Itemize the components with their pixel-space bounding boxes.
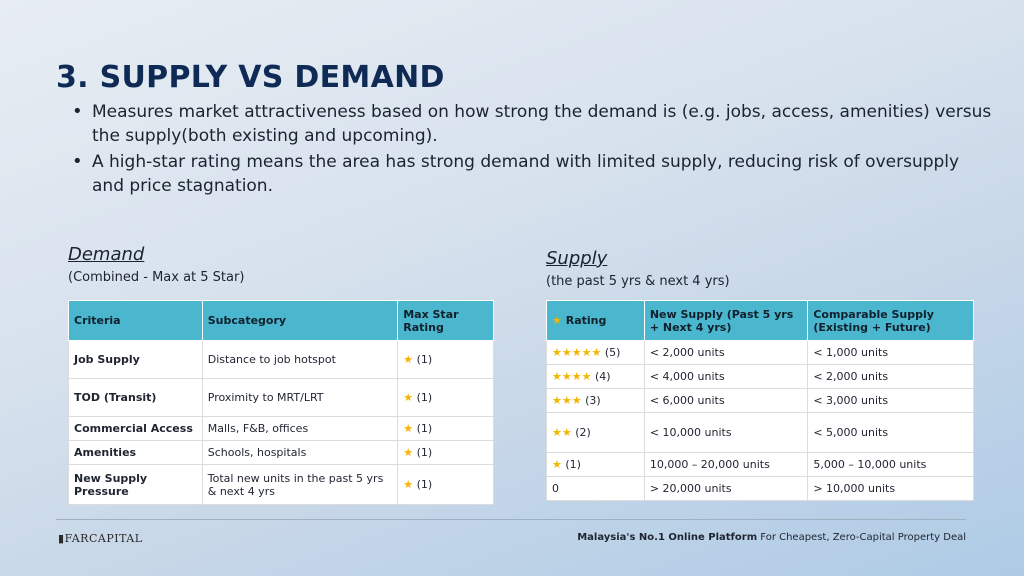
table-row: ★ (1) 10,000 – 20,000 units 5,000 – 10,0… <box>546 452 974 477</box>
criteria-cell: New Supply Pressure <box>68 464 203 505</box>
subcategory-cell: Proximity to MRT/LRT <box>201 378 399 417</box>
table-row: ★★★★ (4) < 4,000 units < 2,000 units <box>546 364 974 389</box>
header-rating: ★ Rating <box>546 300 645 341</box>
star-icon: ★ <box>403 478 414 491</box>
bullet-text: Measures market attractiveness based on … <box>92 102 992 146</box>
footer-divider <box>56 519 966 520</box>
bullet-dot: • <box>72 151 83 172</box>
table-header-row: Criteria Subcategory Max Star Rating <box>68 300 494 341</box>
header-criteria: Criteria <box>68 300 203 341</box>
star-icon: ★ <box>552 458 562 471</box>
table-header-row: ★ Rating New Supply (Past 5 yrs + Next 4… <box>546 300 974 341</box>
rating-value: (1) <box>416 478 433 491</box>
table-row: ★★ (2) < 10,000 units < 5,000 units <box>546 412 974 453</box>
supply-table: ★ Rating New Supply (Past 5 yrs + Next 4… <box>546 300 974 501</box>
star-icon: ★ <box>403 391 414 404</box>
table-row: Amenities Schools, hospitals ★ (1) <box>68 440 494 465</box>
table-row: Commercial Access Malls, F&B, offices ★ … <box>68 416 494 441</box>
bullet-item: • Measures market attractiveness based o… <box>72 100 992 148</box>
rating-cell: 0 <box>546 476 645 501</box>
new-supply-cell: < 2,000 units <box>643 340 809 365</box>
tagline-bold: Malaysia's No.1 Online Platform <box>577 532 758 543</box>
subcategory-cell: Malls, F&B, offices <box>201 416 399 441</box>
logo-text: FARCAPITAL <box>64 532 143 545</box>
rating-value: 0 <box>552 482 559 495</box>
demand-subtitle: (Combined - Max at 5 Star) <box>68 270 245 285</box>
star-icon: ★★★★ <box>552 370 592 383</box>
rating-cell: ★ (1) <box>397 378 494 417</box>
new-supply-cell: < 6,000 units <box>643 388 809 413</box>
rating-value: (2) <box>575 426 591 439</box>
star-icon: ★★ <box>552 426 572 439</box>
page-title: 3. SUPPLY VS DEMAND <box>56 60 445 95</box>
rating-cell: ★ (1) <box>546 452 645 477</box>
rating-cell: ★★★★ (4) <box>546 364 645 389</box>
star-icon: ★★★ <box>552 394 582 407</box>
tagline-rest: For Cheapest, Zero-Capital Property Deal <box>757 532 966 543</box>
rating-value: (1) <box>416 446 433 459</box>
demand-table: Criteria Subcategory Max Star Rating Job… <box>68 300 494 505</box>
supply-subtitle: (the past 5 yrs & next 4 yrs) <box>546 274 730 289</box>
criteria-cell: Amenities <box>68 440 203 465</box>
star-icon: ★ <box>403 422 414 435</box>
subcategory-cell: Schools, hospitals <box>201 440 399 465</box>
comparable-supply-cell: < 2,000 units <box>807 364 974 389</box>
rating-cell: ★ (1) <box>397 340 494 379</box>
rating-value: (4) <box>594 370 611 383</box>
criteria-cell: TOD (Transit) <box>68 378 203 417</box>
rating-cell: ★★★ (3) <box>546 388 645 413</box>
supply-title: Supply <box>546 248 608 269</box>
star-icon: ★ <box>403 353 414 366</box>
footer-tagline: Malaysia's No.1 Online Platform For Chea… <box>577 532 966 543</box>
rating-value: (1) <box>416 353 433 366</box>
comparable-supply-cell: < 3,000 units <box>807 388 974 413</box>
header-subcategory: Subcategory <box>201 300 399 341</box>
rating-value: (1) <box>565 458 581 471</box>
criteria-cell: Job Supply <box>68 340 203 379</box>
star-icon: ★ <box>403 446 414 459</box>
rating-cell: ★ (1) <box>397 416 494 441</box>
farcapital-logo: ▮FARCAPITAL <box>58 532 143 545</box>
comparable-supply-cell: < 1,000 units <box>807 340 974 365</box>
new-supply-cell: < 10,000 units <box>643 412 809 453</box>
comparable-supply-cell: < 5,000 units <box>807 412 974 453</box>
logo-mark-icon: ▮ <box>58 532 65 545</box>
header-new-supply: New Supply (Past 5 yrs + Next 4 yrs) <box>643 300 809 341</box>
table-row: TOD (Transit) Proximity to MRT/LRT ★ (1) <box>68 378 494 417</box>
rating-cell: ★★★★★ (5) <box>546 340 645 365</box>
new-supply-cell: 10,000 – 20,000 units <box>643 452 809 477</box>
bullet-dot: • <box>72 101 83 122</box>
rating-value: (3) <box>585 394 601 407</box>
bullet-list: • Measures market attractiveness based o… <box>72 100 992 200</box>
rating-value: (1) <box>416 422 433 435</box>
comparable-supply-cell: > 10,000 units <box>807 476 974 501</box>
table-row: Job Supply Distance to job hotspot ★ (1) <box>68 340 494 379</box>
table-row: 0 > 20,000 units > 10,000 units <box>546 476 974 501</box>
star-icon: ★ <box>552 314 562 327</box>
rating-value: (5) <box>604 346 621 359</box>
demand-title: Demand <box>68 244 145 265</box>
rating-cell: ★★ (2) <box>546 412 645 453</box>
bullet-text: A high-star rating means the area has st… <box>92 152 960 196</box>
star-icon: ★★★★★ <box>552 346 602 359</box>
rating-value: (1) <box>416 391 433 404</box>
table-row: ★★★ (3) < 6,000 units < 3,000 units <box>546 388 974 413</box>
header-max-star: Max Star Rating <box>397 300 494 341</box>
table-row: ★★★★★ (5) < 2,000 units < 1,000 units <box>546 340 974 365</box>
header-comparable-supply: Comparable Supply (Existing + Future) <box>807 300 974 341</box>
new-supply-cell: < 4,000 units <box>643 364 809 389</box>
criteria-cell: Commercial Access <box>68 416 203 441</box>
bullet-item: • A high-star rating means the area has … <box>72 150 992 198</box>
comparable-supply-cell: 5,000 – 10,000 units <box>807 452 974 477</box>
header-rating-label: Rating <box>565 314 607 327</box>
subcategory-cell: Total new units in the past 5 yrs & next… <box>201 464 399 505</box>
subcategory-cell: Distance to job hotspot <box>201 340 399 379</box>
rating-cell: ★ (1) <box>397 464 494 505</box>
new-supply-cell: > 20,000 units <box>643 476 809 501</box>
rating-cell: ★ (1) <box>397 440 494 465</box>
table-row: New Supply Pressure Total new units in t… <box>68 464 494 505</box>
